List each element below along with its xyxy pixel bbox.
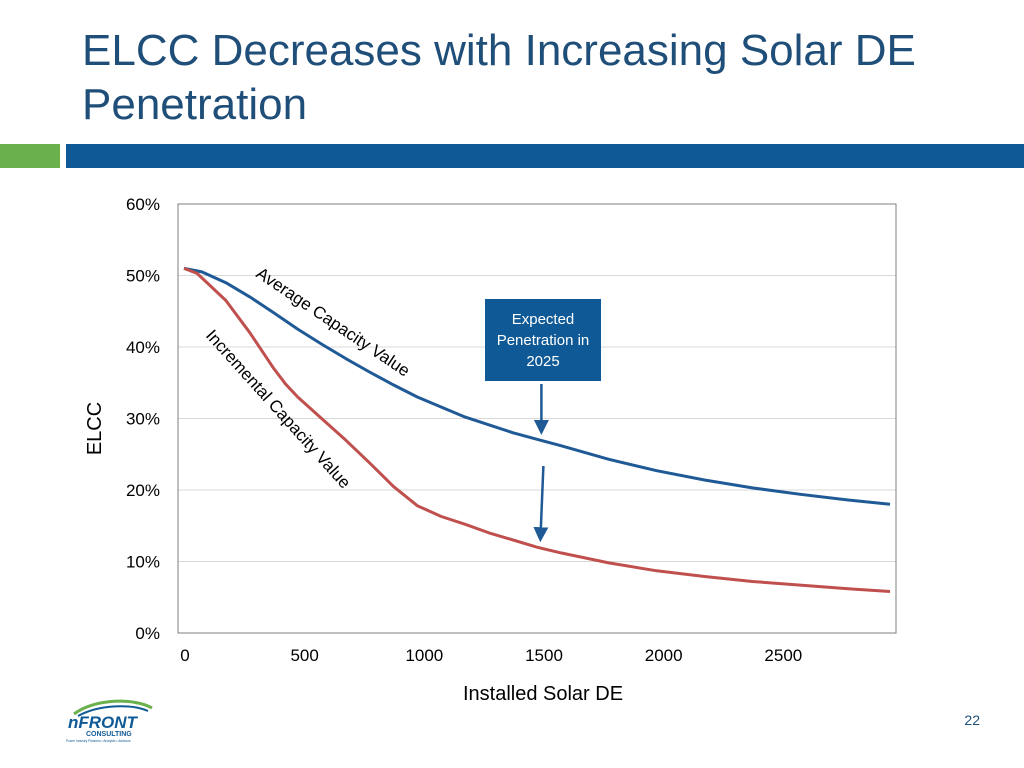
y-tick-label: 40% (126, 338, 160, 357)
logo-swoosh-blue (77, 705, 149, 717)
x-axis-title: Installed Solar DE (463, 683, 623, 705)
title-accent-blue-bar (66, 144, 1024, 168)
y-tick-label: 30% (126, 410, 160, 429)
x-tick-label: 500 (290, 646, 318, 665)
y-axis-title: ELCC (84, 402, 106, 455)
y-tick-label: 0% (135, 624, 160, 643)
callout-text: Expected Penetration in 2025 (496, 310, 590, 370)
page-number: 22 (964, 712, 980, 728)
y-tick-label: 10% (126, 553, 160, 572)
series-line (183, 266, 891, 506)
logo-sub: CONSULTING (86, 731, 132, 738)
y-tick-label: 20% (126, 481, 160, 500)
y-tick-label: 60% (126, 195, 160, 214)
x-tick-label: 2000 (645, 646, 683, 665)
arrow-incremental (533, 465, 549, 543)
x-tick-label: 0 (180, 646, 189, 665)
annotation-average-capacity: Average Capacity Value (253, 264, 414, 381)
x-tick-label: 1000 (405, 646, 443, 665)
y-tick-label: 50% (126, 267, 160, 286)
nfront-consulting-logo: nFRONT CONSULTING Power Industry Planner… (66, 699, 153, 743)
x-tick-label: 2500 (764, 646, 802, 665)
logo-tagline: Power Industry Planners • Analysts • Adv… (66, 739, 131, 743)
x-tick-label: 1500 (525, 646, 563, 665)
logo-brand: nFRONT (68, 713, 139, 732)
logo-swoosh-green (73, 699, 153, 716)
plot-area-frame (177, 203, 897, 634)
expected-penetration-callout: Expected Penetration in 2025 (485, 299, 601, 381)
title-accent-green-bar (0, 144, 60, 168)
slide-title: ELCC Decreases with Increasing Solar DE … (82, 26, 916, 129)
series-line (183, 266, 891, 593)
